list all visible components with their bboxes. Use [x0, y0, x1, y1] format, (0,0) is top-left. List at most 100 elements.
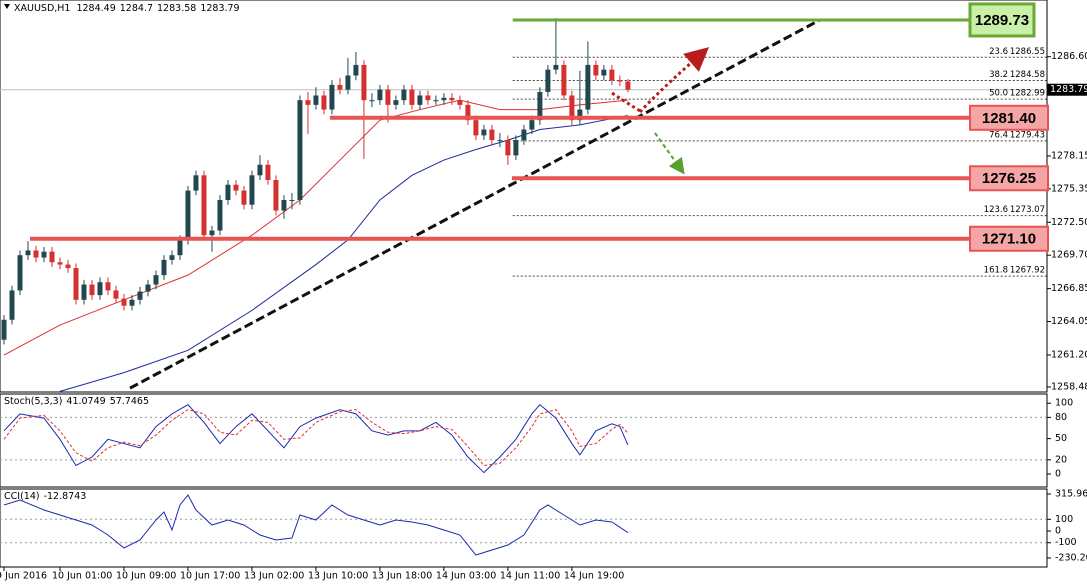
- y-tick-label: 1266.85: [1051, 283, 1087, 294]
- indicator-line: [3, 494, 629, 556]
- candle-body: [569, 95, 575, 121]
- candle-body: [321, 95, 327, 110]
- cci-panel: [0, 488, 1048, 568]
- up-arrow: [638, 47, 710, 114]
- candle-body: [513, 140, 519, 156]
- candle-body: [617, 80, 623, 82]
- candle-body: [497, 140, 503, 142]
- candle-body: [457, 100, 463, 105]
- trendline: [129, 18, 821, 390]
- candle-body: [241, 190, 247, 205]
- candle-body: [385, 89, 391, 105]
- y-tick-label: 100: [1055, 514, 1073, 525]
- y-tick-label: -100: [1055, 537, 1077, 548]
- candle-body: [49, 251, 55, 263]
- cci-title: CCI(14): [4, 491, 40, 502]
- candle-body: [1, 319, 7, 340]
- x-tick-label: 13 Jun 02:00: [244, 571, 304, 582]
- candle-body: [185, 190, 191, 240]
- level-label: 1281.40: [982, 110, 1036, 127]
- y-tick-label: 1272.50: [1051, 217, 1087, 228]
- candle-body: [9, 290, 15, 320]
- pullback-arrow: [611, 91, 643, 114]
- fib-price: 1284.58: [1010, 70, 1045, 80]
- fib-price: 1273.07: [1010, 205, 1045, 215]
- fib-ratio: 76.4: [989, 130, 1008, 140]
- stoch-main: 41.0749: [66, 396, 105, 407]
- fib-ratio: 123.6: [984, 205, 1008, 215]
- candle-body: [505, 140, 511, 156]
- x-tick-label: 9 Jun 2016: [0, 571, 47, 582]
- fib-price: 1286.55: [1010, 47, 1045, 57]
- candle-body: [89, 284, 95, 296]
- y-tick-label: 100: [1055, 398, 1073, 409]
- down-arrow: [654, 132, 685, 175]
- candle-body: [593, 64, 599, 76]
- candle-body: [161, 259, 167, 276]
- symbol: XAUUSD,H1: [14, 3, 70, 14]
- candle-body: [313, 95, 319, 105]
- y-tick-label: 1261.20: [1051, 350, 1087, 361]
- candle-body: [409, 89, 415, 105]
- candle-body: [281, 199, 287, 211]
- y-tick-label: 20: [1055, 454, 1067, 465]
- open: 1284.49: [76, 3, 115, 14]
- candle-body: [249, 175, 255, 205]
- current-price-box: [1047, 83, 1087, 96]
- candle-body: [233, 184, 239, 191]
- candle-body: [273, 180, 279, 211]
- level-box: [968, 2, 1036, 38]
- candle-body: [529, 120, 535, 130]
- x-tick-label: 14 Jun 03:00: [436, 571, 496, 582]
- candle-body: [489, 129, 495, 141]
- candle-body: [297, 100, 303, 200]
- candle-body: [25, 250, 31, 256]
- candle-body: [305, 100, 311, 105]
- high: 1284.7: [120, 3, 153, 14]
- candle-body: [337, 84, 343, 90]
- candle-body: [353, 64, 359, 76]
- candle-body: [33, 250, 39, 258]
- candle-body: [225, 184, 231, 200]
- moving-average: [3, 99, 628, 356]
- x-tick-label: 14 Jun 11:00: [500, 571, 560, 582]
- y-tick-label: 1278.15: [1051, 150, 1087, 161]
- y-tick-label: 80: [1055, 412, 1067, 423]
- candle-body: [585, 64, 591, 110]
- main-panel: [0, 0, 1048, 393]
- candle-body: [521, 129, 527, 141]
- stoch-panel: [0, 393, 1048, 488]
- fib-ratio: 38.2: [989, 70, 1008, 80]
- candle-body: [625, 81, 631, 90]
- y-tick-label: 1258.48: [1051, 381, 1087, 392]
- x-tick-label: 10 Jun 09:00: [116, 571, 176, 582]
- chart-header: XAUUSD,H1 1284.49 1284.7 1283.58 1283.79: [14, 3, 240, 14]
- candle-body: [169, 255, 175, 260]
- y-tick-label: 315.9645: [1055, 489, 1087, 500]
- candle-body: [329, 84, 335, 110]
- candle-body: [417, 95, 423, 105]
- candle-body: [17, 255, 23, 291]
- candle-body: [369, 100, 375, 102]
- candle-body: [201, 175, 207, 236]
- candle-body: [73, 268, 79, 300]
- cci-header: CCI(14) -12.8743: [4, 491, 86, 502]
- candle-body: [553, 64, 559, 70]
- fib-price: 1282.99: [1010, 89, 1045, 99]
- cci-value: -12.8743: [44, 491, 87, 502]
- candle-body: [177, 239, 183, 256]
- stoch-signal: 57.7465: [110, 396, 149, 407]
- candle-body: [113, 290, 119, 299]
- candle-body: [441, 97, 447, 101]
- candle-body: [65, 264, 71, 269]
- level-label: 1289.73: [975, 12, 1029, 29]
- x-tick-label: 10 Jun 17:00: [180, 571, 240, 582]
- candle-body: [145, 284, 151, 292]
- candle-body: [473, 120, 479, 136]
- y-tick-label: 1286.60: [1051, 51, 1087, 62]
- level-box: [969, 104, 1049, 131]
- candle-body: [153, 275, 159, 285]
- candle-body: [561, 64, 567, 96]
- candle-body: [217, 199, 223, 231]
